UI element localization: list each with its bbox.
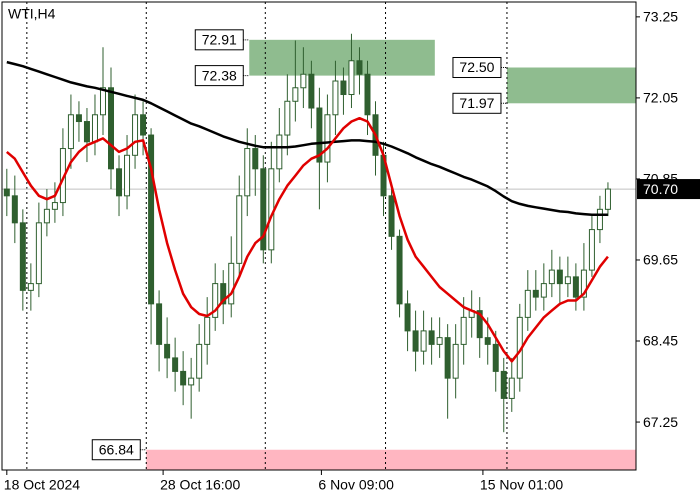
y-tick-label: 73.25 [643,9,678,25]
candle-body [540,283,547,298]
zone [506,67,636,104]
candle-body [156,303,163,345]
candle-body [19,222,26,291]
candle-body [3,188,10,197]
candle-body [212,283,219,318]
candle-body [436,337,443,345]
y-tick-label: 72.05 [643,90,678,106]
candle-body [292,87,299,102]
chart-title: WTI,H4 [8,6,56,22]
candle-body [452,343,459,379]
candle-body [500,370,507,399]
x-tick-label: 15 Nov 01:00 [480,477,563,493]
candle-body [604,188,611,210]
candle-body [99,87,106,116]
zone [249,39,435,76]
candle-body [108,87,115,170]
candle-body [11,195,18,224]
candle-body [572,276,579,298]
x-tick-label: 6 Nov 09:00 [318,477,394,493]
candle-body [524,289,531,318]
candle-body [364,73,371,116]
candle-body [67,114,74,150]
zone-label: 71.97 [459,95,494,111]
candle-body [196,343,203,379]
candle-body [348,60,355,96]
candle-body [252,148,259,170]
candle-body [588,229,595,271]
zone-label: 72.91 [202,32,237,48]
candle-body [388,195,395,237]
moving-average [6,60,608,216]
candle-body [35,222,42,285]
zone-label: 66.84 [99,441,134,457]
candle-body [444,337,451,379]
y-tick-label: 68.45 [643,333,678,349]
candle-body [148,134,155,305]
candle-body [396,235,403,305]
candle-body [204,316,211,345]
candle-body [428,330,435,345]
candle-body [532,289,539,298]
zone-label: 72.50 [459,59,494,75]
candle-body [284,100,291,136]
candle-body [324,114,331,163]
candle-body [124,154,131,197]
candle-body [548,269,555,285]
candle-body [51,202,58,210]
candle-body [220,283,227,305]
candle-body [83,121,90,143]
candle-body [75,114,82,123]
candle-body [244,148,251,197]
candle-body [564,276,571,285]
candle-body [140,114,147,136]
y-tick-label: 67.25 [643,414,678,430]
candle-body [276,134,283,170]
x-tick-label: 28 Oct 16:00 [160,477,240,493]
candle-body [460,316,467,345]
last-price-label: 70.70 [643,181,678,197]
candle-body [332,80,339,116]
candle-body [476,310,483,339]
candle-body [228,262,235,305]
candle-body [420,330,427,352]
moving-average [5,116,609,363]
candle-body [580,269,587,298]
zone [146,449,636,470]
candle-body [91,114,98,143]
candle-body [404,303,411,332]
candle-body [340,80,347,96]
candle-body [268,168,275,251]
candle-body [116,168,123,197]
candle-body [172,357,179,372]
y-tick-label: 69.65 [643,252,678,268]
candle-body [300,73,307,89]
candle-body [412,330,419,352]
candle-body [356,60,363,75]
candle-body [27,283,34,291]
candle-body [316,107,323,163]
candle-body [484,337,491,345]
candle-body [236,195,243,264]
candle-body [492,343,499,372]
candle-body [43,208,50,224]
last-price-tag [637,179,700,200]
candle-body [188,377,195,386]
candle-body [308,73,315,109]
zone-label: 72.38 [202,67,237,83]
candle-body [556,269,563,285]
x-tick-label: 18 Oct 2024 [4,477,80,493]
candle-body [260,168,267,251]
candle-body [508,377,515,399]
plot-frame [1,1,637,471]
candle-body [596,208,603,231]
candle-body [132,114,139,156]
candle-body [180,370,187,386]
candle-body [164,343,171,359]
